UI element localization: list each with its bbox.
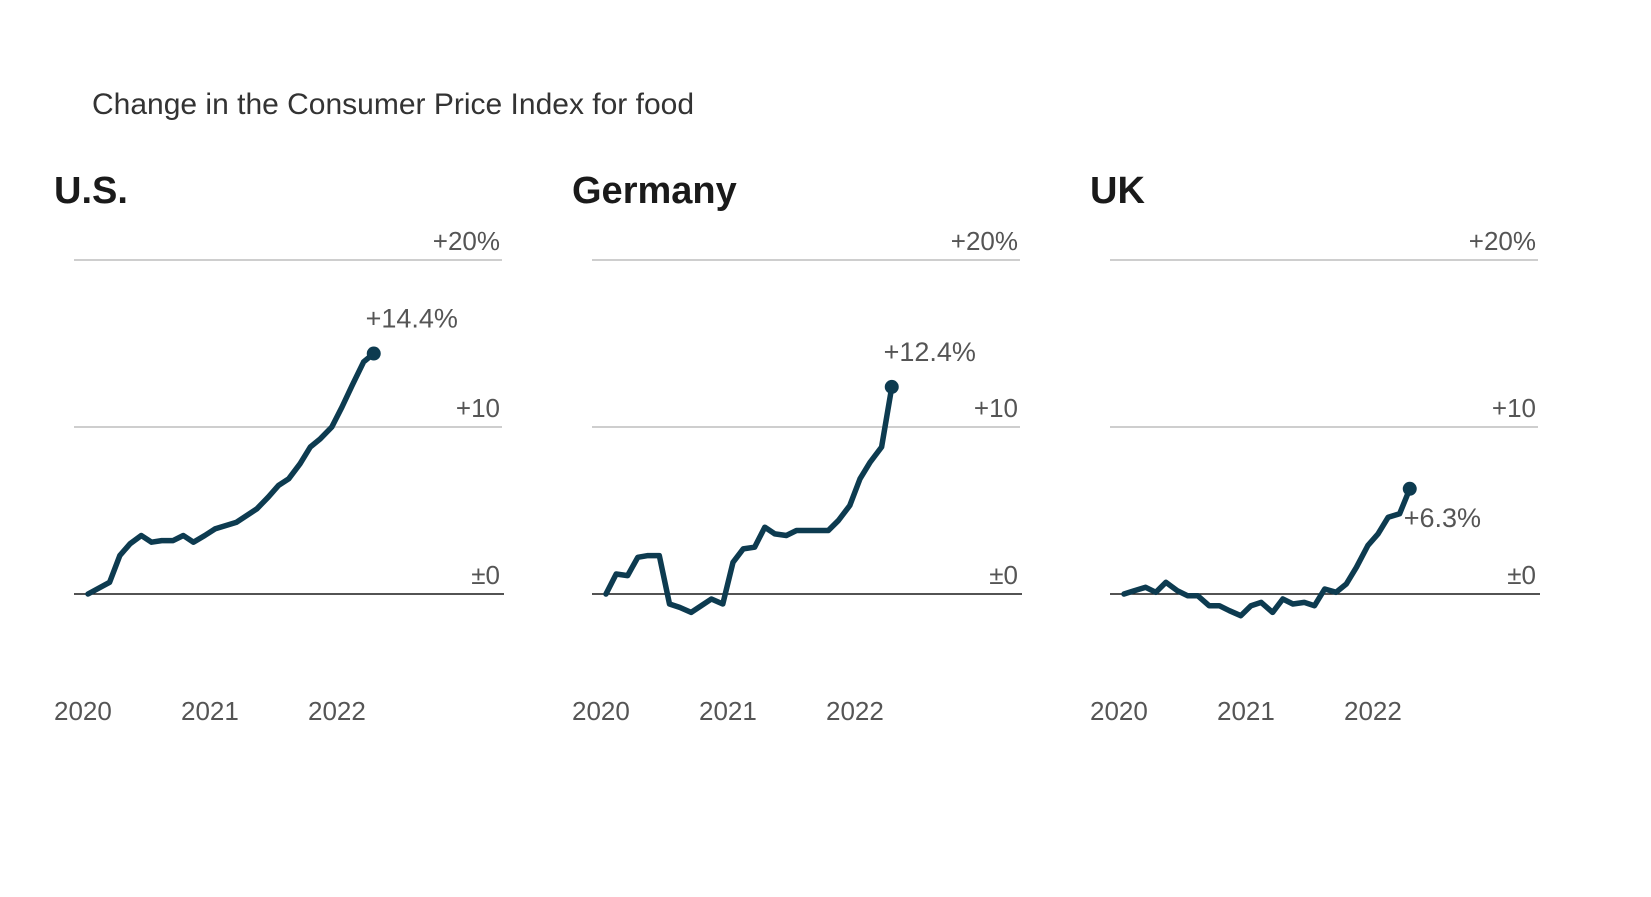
end-label-germany: +12.4% (884, 337, 976, 367)
x-tick-label-uk-2021: 2021 (1217, 696, 1275, 726)
end-point-uk (1402, 481, 1417, 496)
y-tick-label-us-10: +10 (456, 393, 500, 423)
x-tick-label-us-2020: 2020 (54, 696, 112, 726)
series-line-uk (1121, 486, 1413, 619)
end-label-uk: +6.3% (1404, 503, 1481, 533)
y-tick-label-germany-20: +20% (951, 226, 1018, 256)
x-tick-label-us-2021: 2021 (181, 696, 239, 726)
chart-title: Change in the Consumer Price Index for f… (92, 88, 695, 121)
y-tick-label-us-20: +20% (433, 226, 500, 256)
panel-title-germany: Germany (572, 170, 737, 212)
y-tick-label-uk-0: ±0 (1507, 560, 1536, 590)
x-tick-label-germany-2020: 2020 (572, 696, 630, 726)
y-tick-label-germany-10: +10 (974, 393, 1018, 423)
series-line-germany (603, 384, 895, 616)
x-tick-label-uk-2022: 2022 (1344, 696, 1402, 726)
x-tick-label-germany-2022: 2022 (826, 696, 884, 726)
panel-title-us: U.S. (54, 170, 128, 212)
y-tick-label-uk-20: +20% (1469, 226, 1536, 256)
x-tick-label-us-2022: 2022 (308, 696, 366, 726)
y-tick-label-uk-10: +10 (1492, 393, 1536, 423)
panel-title-uk: UK (1090, 170, 1145, 212)
x-tick-label-germany-2021: 2021 (699, 696, 757, 726)
end-label-us: +14.4% (366, 304, 458, 334)
y-tick-label-germany-0: ±0 (989, 560, 1018, 590)
x-tick-label-uk-2020: 2020 (1090, 696, 1148, 726)
end-point-germany (884, 379, 899, 394)
series-line-us (85, 350, 377, 597)
y-tick-label-us-0: ±0 (471, 560, 500, 590)
end-point-us (366, 346, 381, 361)
